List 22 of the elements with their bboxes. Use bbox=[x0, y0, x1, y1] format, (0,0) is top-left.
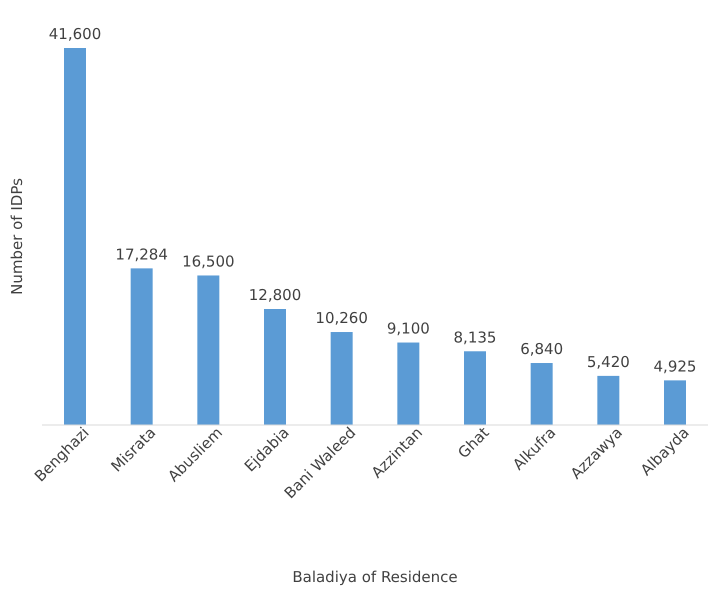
bar bbox=[264, 309, 286, 425]
data-label: 16,500 bbox=[182, 252, 235, 270]
bar bbox=[64, 48, 86, 425]
data-label: 8,135 bbox=[454, 328, 496, 346]
data-label: 10,260 bbox=[315, 309, 368, 328]
data-label: 17,284 bbox=[115, 245, 168, 264]
bar bbox=[197, 275, 220, 425]
bar bbox=[330, 332, 353, 425]
data-label: 6,840 bbox=[520, 340, 564, 358]
bar bbox=[464, 351, 486, 425]
data-label: 5,420 bbox=[586, 352, 630, 371]
data-label: 4,925 bbox=[654, 357, 696, 376]
x-axis-title: Baladiya of Residence bbox=[292, 568, 458, 586]
data-label: 9,100 bbox=[386, 320, 430, 338]
data-label: 41,600 bbox=[48, 25, 102, 43]
bar bbox=[530, 363, 553, 425]
y-axis-title: Number of IDPs bbox=[8, 178, 26, 295]
bar bbox=[664, 380, 686, 425]
bar bbox=[597, 376, 620, 425]
data-label: 12,800 bbox=[248, 286, 302, 304]
bar bbox=[397, 342, 420, 425]
bar bbox=[130, 268, 153, 425]
